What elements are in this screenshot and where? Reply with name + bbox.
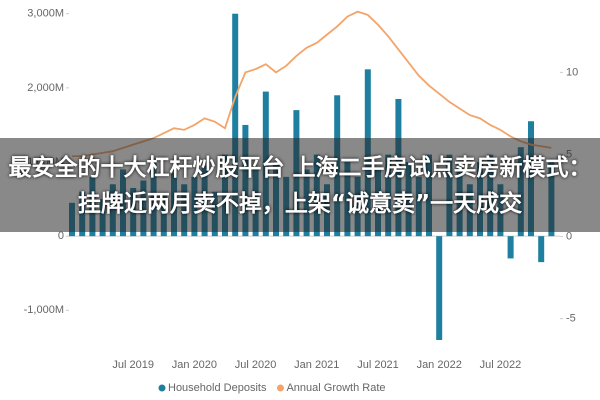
legend-marker [276, 384, 284, 392]
line [72, 10, 552, 158]
bar [538, 236, 545, 263]
y-tick-label: 0 [58, 230, 64, 242]
x-tick-label: Jul 2019 [112, 359, 154, 371]
y2-tick-label: 0 [566, 230, 572, 242]
x-tick-label: Jan 2021 [294, 359, 339, 371]
bar [507, 236, 514, 259]
x-tick-label: Jul 2022 [480, 359, 522, 371]
x-tick-label: Jul 2021 [357, 359, 399, 371]
y-tick-label: -1,000M [24, 304, 64, 316]
x-tick-label: Jan 2022 [417, 359, 462, 371]
x-tick-label: Jul 2020 [235, 359, 277, 371]
legend-marker [158, 384, 166, 392]
headline: 最安全的十大杠杆炒股平台 上海二手房试点卖房新模式：挂牌近两月卖不掉，上架“诚意… [8, 155, 592, 217]
bar [436, 236, 443, 340]
x-tick-label: Jan 2020 [172, 359, 217, 371]
y2-tick-label: 10 [566, 66, 578, 78]
y-tick-label: 2,000M [27, 82, 64, 94]
legend-label: Annual Growth Rate [286, 382, 385, 394]
bar [232, 13, 239, 237]
legend-label: Household Deposits [168, 382, 267, 394]
banner [0, 138, 600, 232]
y2-tick-label: -5 [566, 313, 576, 325]
y-tick-label: 3,000M [27, 8, 64, 20]
